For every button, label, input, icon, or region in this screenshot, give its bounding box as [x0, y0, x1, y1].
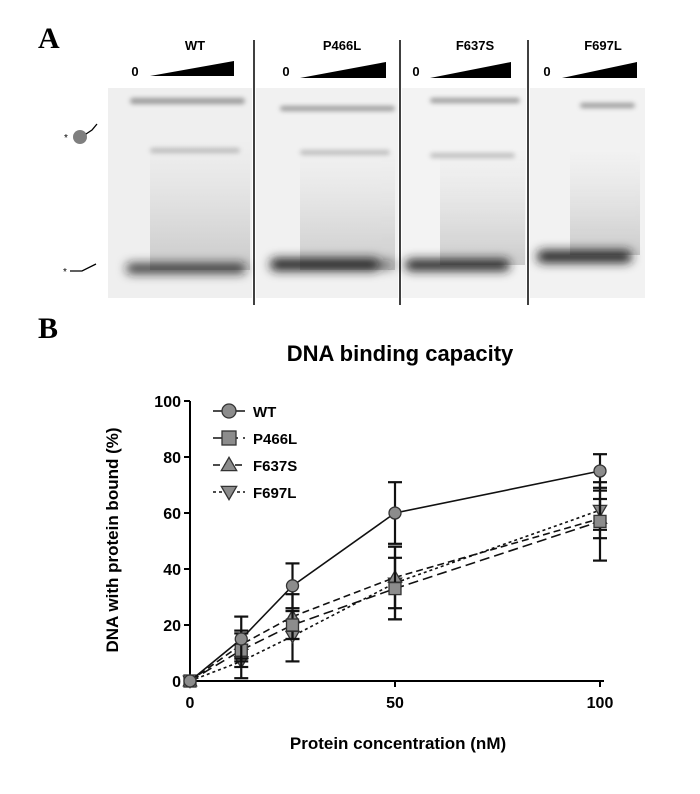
y-tick-label: 0 [172, 674, 181, 691]
free-dna-marker: * [63, 263, 97, 278]
gel-zero-f697l: 0 [543, 64, 550, 79]
panel-b-label: B [38, 312, 59, 345]
concentration-wedge-wt [150, 61, 234, 76]
x-tick-label: 50 [386, 695, 404, 712]
bound-dna-marker: * [64, 123, 98, 144]
bound-marker-asterisk: * [64, 133, 68, 144]
data-point [593, 514, 607, 529]
y-axis-label: DNA with protein bound (%) [103, 427, 122, 652]
chart-legend: WT P466L F637S F697L [213, 403, 297, 502]
y-tick-label: 40 [163, 562, 181, 579]
chart-axes: 0 20 40 60 80 100 0 50 100 [154, 394, 613, 712]
data-point [234, 632, 248, 646]
data-point [388, 581, 402, 596]
y-tick-label: 60 [163, 506, 181, 523]
legend-label: P466L [253, 431, 297, 448]
gel-zero-wt: 0 [131, 64, 138, 79]
y-tick-label: 100 [154, 394, 181, 411]
legend-marker [220, 456, 238, 472]
legend-item-f637s: F637S [213, 456, 297, 475]
gel-label-f637s: F637S [456, 38, 495, 53]
legend-item-f697l: F697L [213, 485, 296, 502]
legend-marker [221, 403, 237, 419]
shifted-bands [130, 98, 635, 158]
gel-label-wt: WT [185, 38, 205, 53]
legend-marker [220, 485, 238, 501]
series-wt [183, 453, 607, 688]
chart-title: DNA binding capacity [287, 341, 514, 366]
legend-marker [221, 430, 237, 446]
legend-item-p466l: P466L [213, 430, 297, 448]
data-point [285, 579, 300, 593]
legend-label: WT [253, 404, 276, 421]
data-point [388, 506, 402, 520]
chart-series [182, 453, 608, 689]
gel-label-f697l: F697L [584, 38, 622, 53]
concentration-wedge-f637s [430, 62, 511, 78]
concentration-wedge-f697l [562, 62, 637, 78]
free-dna-bands [126, 250, 632, 274]
legend-label: F637S [253, 458, 297, 475]
gel-zero-f637s: 0 [412, 64, 419, 79]
dna-strand-icon [70, 263, 97, 272]
gel-label-p466l: P466L [323, 38, 361, 53]
x-tick-label: 0 [186, 695, 195, 712]
binding-chart: DNA binding capacity Protein concentrati… [103, 341, 613, 753]
series-line-f697l [189, 509, 601, 682]
data-point [593, 464, 607, 478]
free-marker-asterisk: * [63, 267, 67, 278]
panel-a-label: A [38, 22, 60, 55]
data-point [183, 674, 197, 688]
gel-panel: WT P466L F637S F697L 0 0 0 0 * * [63, 38, 645, 305]
gel-zero-p466l: 0 [282, 64, 289, 79]
protein-icon [73, 130, 87, 144]
legend-label: F697L [253, 485, 296, 502]
series-line-p466l [189, 520, 601, 682]
x-tick-label: 100 [587, 695, 614, 712]
x-axis-label: Protein concentration (nM) [290, 734, 506, 753]
y-tick-label: 80 [163, 450, 181, 467]
data-point [285, 618, 300, 632]
y-tick-label: 20 [163, 618, 181, 635]
legend-item-wt: WT [213, 403, 276, 421]
concentration-wedge-p466l [300, 62, 386, 78]
